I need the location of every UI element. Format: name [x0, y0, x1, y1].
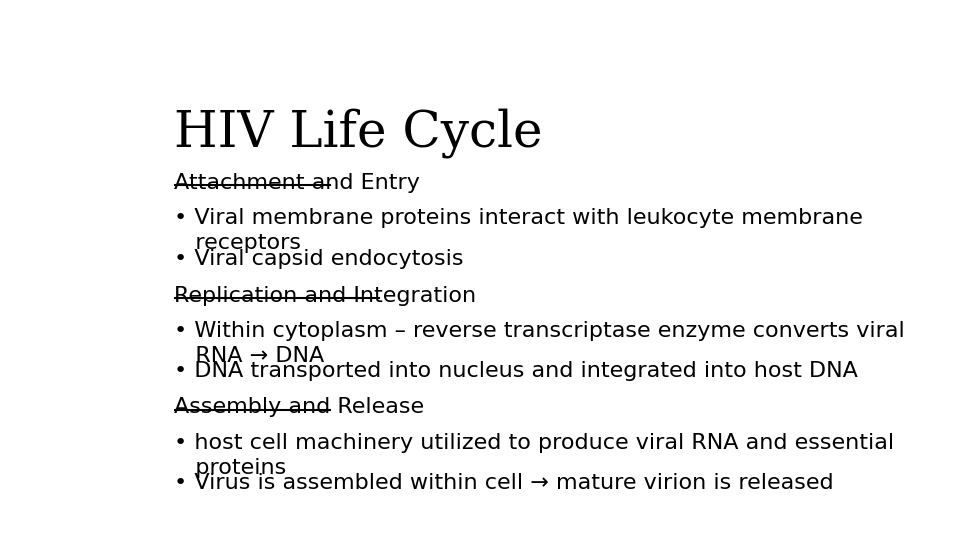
- Text: Replication and Integration: Replication and Integration: [174, 286, 476, 306]
- Text: • Viral membrane proteins interact with leukocyte membrane
   receptors: • Viral membrane proteins interact with …: [174, 208, 862, 253]
- Text: • DNA transported into nucleus and integrated into host DNA: • DNA transported into nucleus and integ…: [174, 361, 857, 381]
- Text: Attachment and Entry: Attachment and Entry: [174, 173, 420, 193]
- Text: • Virus is assembled within cell → mature virion is released: • Virus is assembled within cell → matur…: [174, 473, 833, 493]
- Text: • Within cytoplasm – reverse transcriptase enzyme converts viral
   RNA → DNA: • Within cytoplasm – reverse transcripta…: [174, 321, 904, 366]
- Text: Assembly and Release: Assembly and Release: [174, 397, 423, 417]
- Text: • Viral capsid endocytosis: • Viral capsid endocytosis: [174, 248, 463, 268]
- Text: HIV Life Cycle: HIV Life Cycle: [174, 109, 542, 158]
- Text: • host cell machinery utilized to produce viral RNA and essential
   proteins: • host cell machinery utilized to produc…: [174, 433, 894, 478]
